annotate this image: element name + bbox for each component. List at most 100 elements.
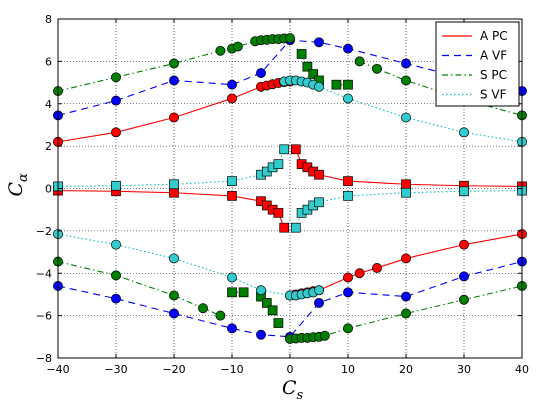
y-tick-label: 8 [45, 13, 52, 26]
square-marker [314, 169, 324, 180]
square-marker [227, 191, 237, 201]
legend: A PC A VF S PC S VF [435, 21, 520, 107]
square-marker [273, 208, 284, 218]
square-marker [238, 287, 249, 298]
circle-marker [401, 58, 411, 69]
circle-marker [169, 75, 179, 86]
circle-marker [227, 79, 237, 90]
circle-marker [256, 285, 266, 296]
square-marker [261, 298, 272, 308]
circle-marker [227, 323, 237, 334]
y-tick-label: −4 [36, 267, 52, 280]
series-s-vf [53, 75, 527, 301]
circle-marker [354, 56, 365, 67]
square-marker [343, 176, 353, 186]
y-tick-label: −8 [36, 352, 52, 365]
circle-marker [459, 294, 469, 305]
circle-marker [227, 272, 237, 283]
circle-marker [111, 293, 121, 304]
circle-marker [314, 285, 324, 296]
square-marker [302, 61, 313, 72]
circle-marker [215, 310, 226, 321]
circle-marker [343, 323, 353, 334]
square-marker [401, 187, 411, 198]
circle-marker [343, 93, 353, 104]
x-tick-label: −10 [220, 363, 243, 376]
circle-marker [401, 112, 411, 123]
legend-label: S VF [480, 88, 507, 102]
circle-marker [314, 37, 324, 48]
circle-marker [169, 112, 179, 123]
circle-marker [111, 72, 121, 83]
square-marker [296, 49, 307, 59]
x-tick-label: 20 [399, 363, 413, 376]
circle-marker [343, 287, 353, 298]
circle-marker [227, 93, 237, 104]
x-tick-label: 10 [341, 363, 355, 376]
legend-label: A VF [480, 49, 507, 63]
y-tick-label: −6 [36, 310, 52, 323]
circle-marker [459, 239, 469, 250]
series-line [57, 233, 320, 297]
legend-label: S PC [480, 68, 507, 82]
square-marker [273, 159, 284, 169]
x-tick-label: 40 [515, 363, 529, 376]
series-line [57, 261, 523, 338]
circle-marker [198, 303, 208, 314]
circle-marker [285, 33, 295, 44]
square-marker [169, 187, 179, 198]
square-marker [308, 69, 319, 79]
series-line [57, 149, 285, 187]
x-tick-label: 30 [457, 363, 471, 376]
square-marker [267, 305, 278, 316]
square-marker [169, 179, 179, 190]
square-marker [290, 144, 301, 155]
y-tick-label: 6 [45, 55, 52, 68]
circle-marker [343, 43, 353, 54]
series-line [57, 80, 291, 143]
circle-marker [401, 75, 411, 86]
circle-marker [111, 270, 121, 281]
circle-marker [111, 239, 121, 250]
square-marker [279, 144, 290, 155]
circle-marker [111, 95, 121, 106]
circle-marker [111, 127, 121, 138]
circle-marker [343, 272, 353, 283]
square-marker [401, 179, 411, 190]
circle-marker [314, 81, 324, 92]
series-line [57, 261, 221, 317]
square-marker [111, 180, 121, 191]
y-tick-label: 4 [45, 98, 52, 111]
square-marker [343, 79, 353, 90]
circle-marker [256, 329, 266, 340]
circle-marker [459, 127, 469, 138]
circle-marker [401, 291, 411, 302]
circle-marker [169, 58, 179, 69]
square-marker [273, 318, 284, 328]
circle-marker [401, 253, 411, 264]
square-marker [331, 79, 342, 90]
x-tick-label: −30 [104, 363, 127, 376]
circle-marker [372, 263, 382, 273]
circle-marker [215, 45, 226, 56]
circle-marker [256, 68, 266, 78]
circle-marker [459, 271, 469, 282]
square-marker [279, 222, 290, 233]
x-tick-label: −40 [46, 363, 69, 376]
square-marker [290, 222, 301, 233]
y-tick-label: −2 [36, 225, 52, 238]
circle-marker [401, 308, 411, 319]
series-line [284, 79, 523, 143]
legend-label: A PC [480, 29, 508, 43]
x-tick-label: 0 [287, 363, 294, 376]
circle-marker [319, 330, 330, 341]
circle-marker [169, 290, 179, 301]
circle-marker [372, 63, 382, 74]
circle-marker [169, 253, 179, 264]
square-marker [459, 186, 469, 197]
circle-marker [169, 308, 179, 319]
circle-marker [354, 268, 365, 279]
square-marker [227, 287, 237, 298]
y-axis-label: Cα [5, 173, 31, 197]
